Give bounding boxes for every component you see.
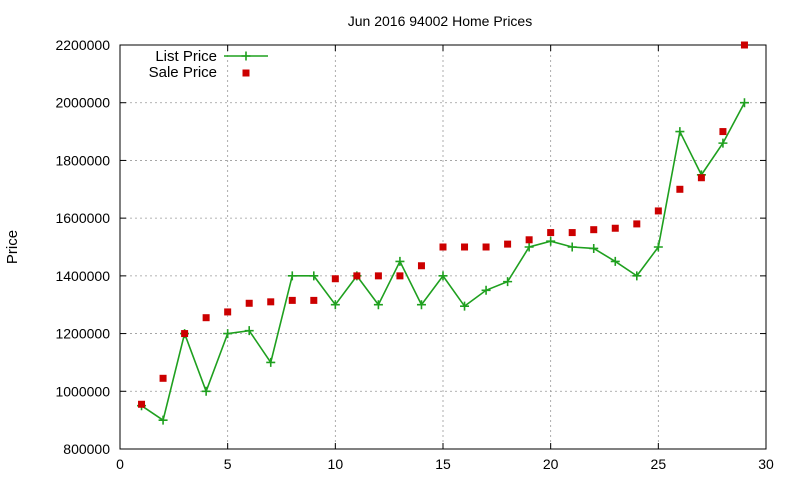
data-point — [288, 296, 296, 304]
data-point — [223, 329, 233, 339]
series-sale-price — [138, 41, 748, 408]
data-point — [181, 330, 189, 338]
data-point — [201, 386, 211, 396]
data-point — [697, 174, 705, 182]
data-point — [676, 185, 684, 193]
data-point — [439, 243, 447, 251]
data-point — [481, 285, 491, 295]
data-point — [438, 271, 448, 281]
y-tick-label: 1800000 — [55, 152, 110, 168]
y-tick-label: 1400000 — [55, 268, 110, 284]
data-point — [525, 236, 533, 244]
data-point — [331, 275, 339, 283]
legend-swatch — [242, 69, 250, 77]
data-point — [309, 271, 319, 281]
data-point — [610, 256, 620, 266]
y-tick-label: 1200000 — [55, 326, 110, 342]
data-point — [718, 138, 728, 148]
data-point — [417, 262, 425, 270]
legend-label: Sale Price — [149, 64, 217, 81]
data-point — [245, 299, 253, 307]
x-tick-label: 30 — [758, 456, 774, 472]
x-tick-label: 0 — [116, 456, 124, 472]
data-point — [568, 229, 576, 237]
data-point — [353, 272, 361, 280]
axis-ticks: 0 5 10 15 20 25 30 800000 1000000 1200000 1400000 1… — [55, 37, 774, 472]
y-tick-label: 2200000 — [55, 37, 110, 53]
data-point — [267, 298, 275, 306]
data-point — [611, 224, 619, 232]
y-tick-label: 1000000 — [55, 383, 110, 399]
data-point — [460, 301, 470, 311]
data-point — [330, 300, 340, 310]
x-tick-label: 10 — [328, 456, 344, 472]
data-point — [653, 242, 663, 252]
data-point — [287, 271, 297, 281]
y-axis-label: Price — [4, 230, 21, 264]
x-tick-label: 25 — [651, 456, 667, 472]
data-point — [158, 415, 168, 425]
y-tick-label: 2000000 — [55, 95, 110, 111]
legend-marker — [241, 51, 251, 61]
data-point — [138, 400, 146, 408]
data-point — [482, 243, 490, 251]
series-list-price — [137, 98, 749, 425]
data-point — [567, 242, 577, 252]
data-point — [633, 220, 641, 228]
data-point — [395, 256, 405, 266]
data-point — [654, 207, 662, 215]
y-tick-label: 1600000 — [55, 210, 110, 226]
data-point — [675, 127, 685, 137]
data-point — [632, 271, 642, 281]
data-point — [503, 277, 513, 287]
data-point — [504, 240, 512, 248]
chart-title: Jun 2016 94002 Home Prices — [348, 13, 532, 29]
x-tick-label: 15 — [435, 456, 451, 472]
x-tick-label: 20 — [543, 456, 559, 472]
series — [137, 41, 749, 425]
data-point — [310, 296, 318, 304]
data-point — [416, 300, 426, 310]
data-point — [461, 243, 469, 251]
data-point — [546, 236, 556, 246]
data-point — [719, 128, 727, 136]
data-point — [396, 272, 404, 280]
data-point — [589, 243, 599, 253]
data-point — [374, 272, 382, 280]
data-point — [524, 242, 534, 252]
data-point — [224, 308, 232, 316]
data-point — [244, 326, 254, 336]
data-point — [266, 357, 276, 367]
data-point — [547, 229, 555, 237]
legend-label: List Price — [155, 48, 217, 65]
y-tick-label: 800000 — [63, 441, 110, 457]
data-point — [590, 226, 598, 234]
data-point — [740, 41, 748, 49]
data-point — [739, 98, 749, 108]
data-point — [373, 300, 383, 310]
x-tick-label: 5 — [224, 456, 232, 472]
data-point — [159, 374, 167, 382]
data-point — [202, 314, 210, 322]
